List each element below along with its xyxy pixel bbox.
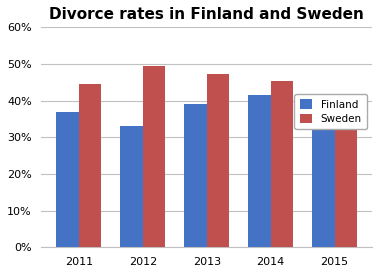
Bar: [121, 126, 143, 247]
Bar: [312, 95, 335, 247]
Bar: [207, 74, 229, 247]
Bar: [248, 95, 271, 247]
Bar: [271, 81, 293, 247]
Bar: [79, 84, 101, 247]
Bar: [143, 66, 165, 247]
Bar: [335, 112, 357, 247]
Title: Divorce rates in Finland and Sweden: Divorce rates in Finland and Sweden: [49, 7, 364, 22]
Legend: Finland, Sweden: Finland, Sweden: [294, 94, 367, 129]
Bar: [56, 112, 79, 247]
Bar: [184, 104, 207, 247]
